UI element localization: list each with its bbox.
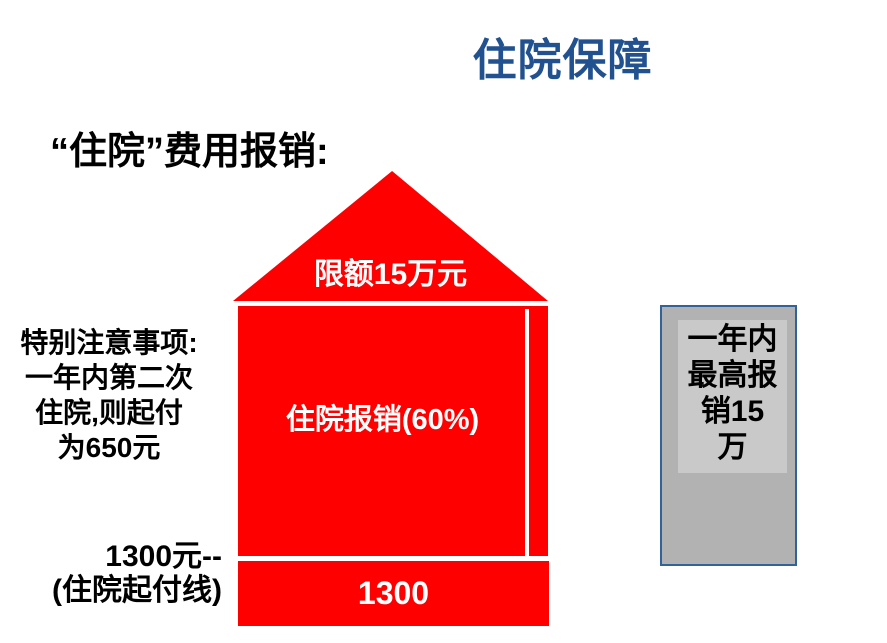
annual-max-line: 最高报 — [687, 359, 778, 392]
roof-limit-label: 限额15万元 — [313, 258, 468, 291]
special-note-line: 住院,则起付 — [35, 397, 183, 428]
house-roof-shape: 限额15万元 — [233, 171, 548, 301]
house-body-shape: 住院报销(60%) — [238, 306, 548, 556]
slide-title: 住院保障 — [472, 36, 653, 85]
annual-max-text-box: 一年内 最高报 销15 万 — [678, 320, 787, 473]
special-note-block: 特别注意事项: 一年内第二次 住院,则起付 为650元 — [2, 325, 216, 465]
special-note-line: 一年内第二次 — [24, 362, 193, 393]
special-note-line: 特别注意事项: — [20, 327, 198, 358]
annual-max-panel: 一年内 最高报 销15 万 — [660, 305, 797, 566]
deductible-caption-block: 1300元-- (住院起付线) — [0, 540, 222, 608]
body-divider-line — [525, 309, 529, 556]
reimbursement-rate-label: 住院报销(60%) — [285, 404, 480, 436]
section-heading: “住院”费用报销: — [50, 131, 329, 173]
annual-max-line: 万 — [717, 431, 748, 464]
deductible-bar: 1300 — [238, 561, 549, 626]
annual-max-line: 一年内 — [687, 323, 778, 356]
special-note-line: 为650元 — [57, 432, 161, 463]
deductible-caption-line: 1300元-- — [105, 540, 222, 573]
deductible-bar-value: 1300 — [357, 575, 430, 611]
annual-max-line: 销15 — [700, 395, 765, 428]
deductible-caption-line: (住院起付线) — [52, 574, 222, 607]
